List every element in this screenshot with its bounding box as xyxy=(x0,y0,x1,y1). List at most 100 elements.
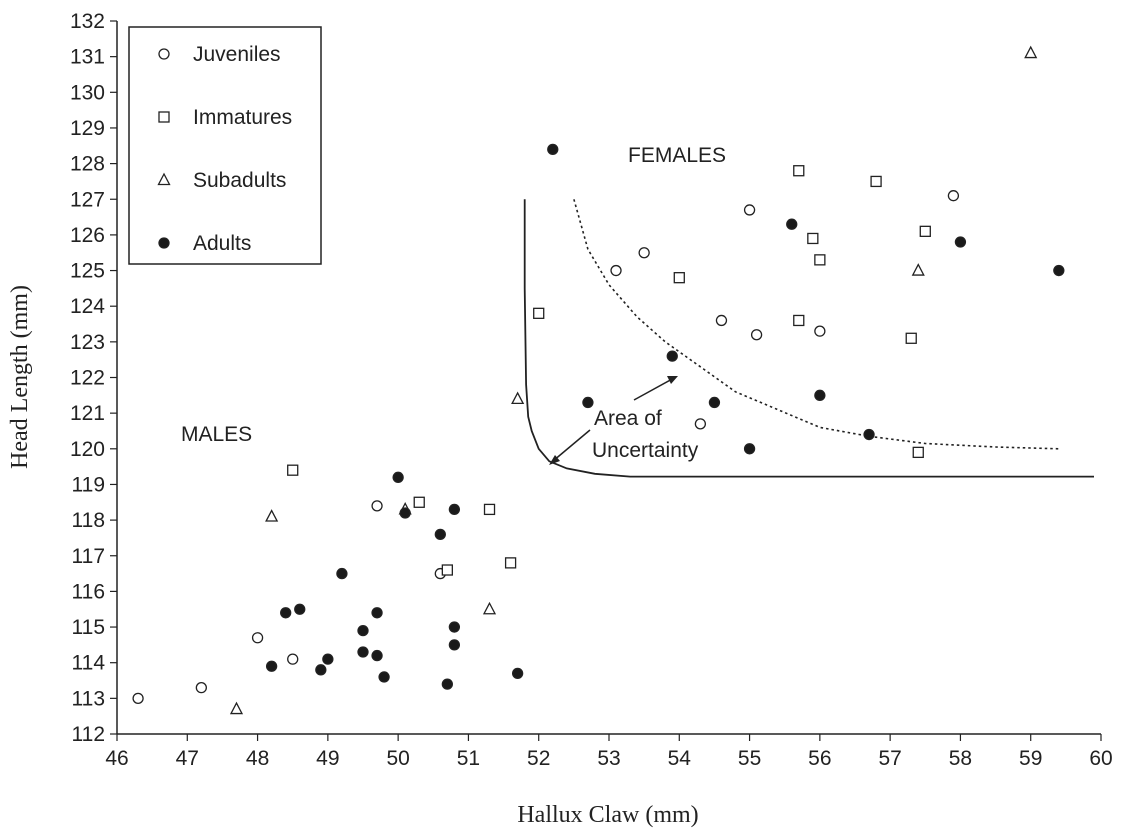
juvenile-point xyxy=(251,632,264,644)
annotation-males: MALES xyxy=(181,423,252,446)
immature-point xyxy=(814,254,826,266)
y-tick-label: 114 xyxy=(72,652,106,675)
immature-point xyxy=(533,307,545,319)
x-tick-label: 48 xyxy=(246,747,269,770)
adult-point xyxy=(511,667,524,680)
subadult-point xyxy=(1024,45,1038,59)
y-tick-label: 116 xyxy=(72,580,105,603)
arrow-to-solid-line xyxy=(552,429,591,462)
subadult-point xyxy=(265,509,279,522)
adult-point xyxy=(448,503,461,516)
y-tick-label: 120 xyxy=(70,438,105,461)
adult-point xyxy=(954,236,967,248)
x-tick-label: 57 xyxy=(878,747,901,770)
legend-label-immatures: Immatures xyxy=(193,106,292,129)
adult-point xyxy=(582,396,594,409)
y-tick-label: 127 xyxy=(70,188,105,211)
y-tick-label: 117 xyxy=(72,545,105,568)
adult-point xyxy=(336,567,348,580)
juvenile-point xyxy=(694,418,707,430)
y-tick-label: 122 xyxy=(70,367,105,390)
x-tick-label: 51 xyxy=(457,747,480,770)
y-tick-label: 115 xyxy=(72,616,105,639)
x-tick-label: 47 xyxy=(176,747,199,770)
uncertainty-boundary-solid xyxy=(523,199,1094,478)
boundary-lines xyxy=(523,199,1094,478)
y-tick-label: 121 xyxy=(70,402,105,425)
x-tick-label: 56 xyxy=(808,747,831,770)
legend-marker-subadults xyxy=(157,172,171,186)
adult-point xyxy=(265,660,278,672)
immature-point xyxy=(287,464,299,476)
adult-point xyxy=(357,646,369,658)
adult-point xyxy=(863,428,875,441)
y-tick-label: 118 xyxy=(72,509,105,532)
legend-label-juveniles: Juveniles xyxy=(193,43,281,66)
y-tick-label: 123 xyxy=(70,331,105,354)
y-tick-label: 126 xyxy=(70,224,105,247)
legend-marker-adults xyxy=(158,237,170,249)
legend-label-subadults: Subadults xyxy=(193,169,286,192)
adult-point xyxy=(708,396,721,409)
subadult-point xyxy=(229,701,244,715)
adult-point xyxy=(280,607,292,619)
y-tick-label: 124 xyxy=(70,295,105,318)
subadult-point xyxy=(911,263,925,276)
x-tick-label: 50 xyxy=(386,747,409,770)
x-tick-label: 49 xyxy=(316,747,339,770)
y-tick-label: 132 xyxy=(70,10,105,33)
juvenile-point xyxy=(371,500,383,512)
axes: 46 47 48 49 50 51 52 53 54 55 56 57 58 59 60 112 113 114 1… xyxy=(70,10,1113,770)
y-axis-title: Head Length (mm) xyxy=(7,285,33,469)
immature-point xyxy=(441,564,453,576)
juvenile-point xyxy=(814,325,826,337)
data-points xyxy=(132,45,1065,715)
adult-point xyxy=(357,624,369,637)
adult-point xyxy=(448,621,461,633)
immature-point xyxy=(807,232,819,245)
series-immatures xyxy=(287,165,931,576)
x-tick-label: 59 xyxy=(1019,747,1042,770)
juvenile-point xyxy=(287,653,299,665)
immature-point xyxy=(504,557,517,569)
adult-point xyxy=(322,653,334,665)
x-axis-title: Hallux Claw (mm) xyxy=(517,802,698,828)
legend-box xyxy=(128,26,322,265)
adult-point xyxy=(666,350,678,362)
y-tick-label: 128 xyxy=(70,153,105,176)
juvenile-point xyxy=(750,329,763,341)
series-adults xyxy=(265,143,1065,690)
y-tick-label: 112 xyxy=(72,723,105,746)
annotation-area-line1: Area of xyxy=(594,407,662,430)
x-tick-label: 55 xyxy=(738,747,761,770)
arrow-to-dotted-line xyxy=(633,377,675,401)
immature-point xyxy=(912,446,924,459)
adult-point xyxy=(1053,264,1065,277)
series-juveniles xyxy=(132,190,960,704)
legend-marker-juveniles xyxy=(158,48,170,60)
legend: Juveniles Immatures Subadults Adults xyxy=(128,26,322,265)
x-tick-label: 46 xyxy=(105,747,128,770)
adult-point xyxy=(786,218,798,230)
juvenile-point xyxy=(743,204,756,216)
adult-point xyxy=(547,143,559,155)
x-tick-label: 60 xyxy=(1089,747,1112,770)
adult-point xyxy=(294,603,306,615)
subadult-point xyxy=(511,391,525,405)
x-tick-label: 52 xyxy=(527,747,550,770)
adult-point xyxy=(392,471,404,483)
legend-marker-immatures xyxy=(158,111,170,123)
adult-point xyxy=(743,443,756,455)
adult-point xyxy=(441,678,453,690)
annotation-area-line2: Uncertainty xyxy=(592,439,699,462)
y-tick-label: 113 xyxy=(72,687,105,710)
annotation-females: FEMALES xyxy=(628,144,726,167)
arrow-head-dotted xyxy=(667,376,678,384)
juvenile-point xyxy=(132,692,144,704)
immature-point xyxy=(793,314,805,327)
immature-point xyxy=(673,272,685,284)
juvenile-point xyxy=(947,190,960,202)
x-tick-label: 53 xyxy=(597,747,620,770)
adult-point xyxy=(448,639,461,651)
immature-point xyxy=(413,496,425,508)
